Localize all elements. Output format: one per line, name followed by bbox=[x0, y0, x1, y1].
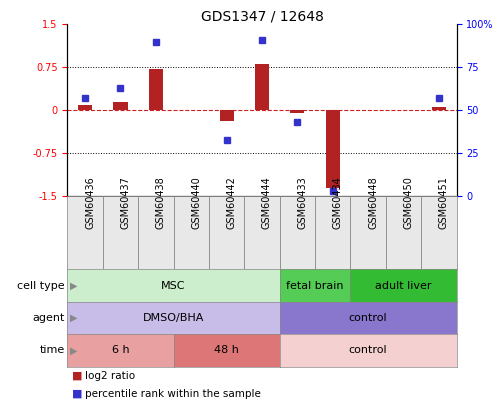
Text: adult liver: adult liver bbox=[375, 281, 432, 290]
Text: ▶: ▶ bbox=[70, 281, 77, 290]
FancyBboxPatch shape bbox=[386, 196, 421, 269]
Text: GSM60442: GSM60442 bbox=[227, 176, 237, 229]
FancyBboxPatch shape bbox=[209, 196, 245, 269]
Text: GSM60434: GSM60434 bbox=[333, 176, 343, 229]
Text: ■: ■ bbox=[72, 389, 83, 399]
Bar bbox=[255, 64, 269, 111]
Text: MSC: MSC bbox=[161, 281, 186, 290]
Text: GSM60437: GSM60437 bbox=[120, 176, 130, 229]
Text: log2 ratio: log2 ratio bbox=[85, 371, 135, 381]
Text: 48 h: 48 h bbox=[214, 345, 239, 355]
Text: cell type: cell type bbox=[17, 281, 65, 290]
Text: GSM60433: GSM60433 bbox=[297, 176, 307, 229]
Text: GSM60438: GSM60438 bbox=[156, 176, 166, 229]
Text: DMSO/BHA: DMSO/BHA bbox=[143, 313, 204, 323]
Text: percentile rank within the sample: percentile rank within the sample bbox=[85, 389, 260, 399]
Text: ▶: ▶ bbox=[70, 313, 77, 323]
Bar bbox=[220, 111, 234, 121]
Text: ■: ■ bbox=[72, 371, 83, 381]
Text: GSM60448: GSM60448 bbox=[368, 176, 378, 229]
Text: control: control bbox=[349, 345, 387, 355]
Bar bbox=[290, 111, 304, 113]
Text: agent: agent bbox=[32, 313, 65, 323]
Text: GSM60444: GSM60444 bbox=[262, 176, 272, 229]
Text: fetal brain: fetal brain bbox=[286, 281, 344, 290]
FancyBboxPatch shape bbox=[279, 196, 315, 269]
Bar bbox=[78, 104, 92, 111]
FancyBboxPatch shape bbox=[350, 196, 386, 269]
Text: ▶: ▶ bbox=[70, 345, 77, 355]
FancyBboxPatch shape bbox=[138, 196, 174, 269]
Text: 6 h: 6 h bbox=[112, 345, 129, 355]
Bar bbox=[432, 107, 446, 111]
Bar bbox=[326, 111, 340, 188]
FancyBboxPatch shape bbox=[421, 196, 457, 269]
FancyBboxPatch shape bbox=[245, 196, 279, 269]
Text: time: time bbox=[39, 345, 65, 355]
FancyBboxPatch shape bbox=[174, 196, 209, 269]
Text: GSM60450: GSM60450 bbox=[404, 176, 414, 229]
Text: GSM60451: GSM60451 bbox=[439, 176, 449, 229]
Bar bbox=[113, 102, 128, 111]
Text: control: control bbox=[349, 313, 387, 323]
Text: GSM60440: GSM60440 bbox=[191, 176, 201, 229]
FancyBboxPatch shape bbox=[315, 196, 350, 269]
Bar bbox=[149, 69, 163, 111]
FancyBboxPatch shape bbox=[103, 196, 138, 269]
Text: GSM60436: GSM60436 bbox=[85, 176, 95, 229]
Title: GDS1347 / 12648: GDS1347 / 12648 bbox=[201, 9, 323, 23]
FancyBboxPatch shape bbox=[67, 196, 103, 269]
